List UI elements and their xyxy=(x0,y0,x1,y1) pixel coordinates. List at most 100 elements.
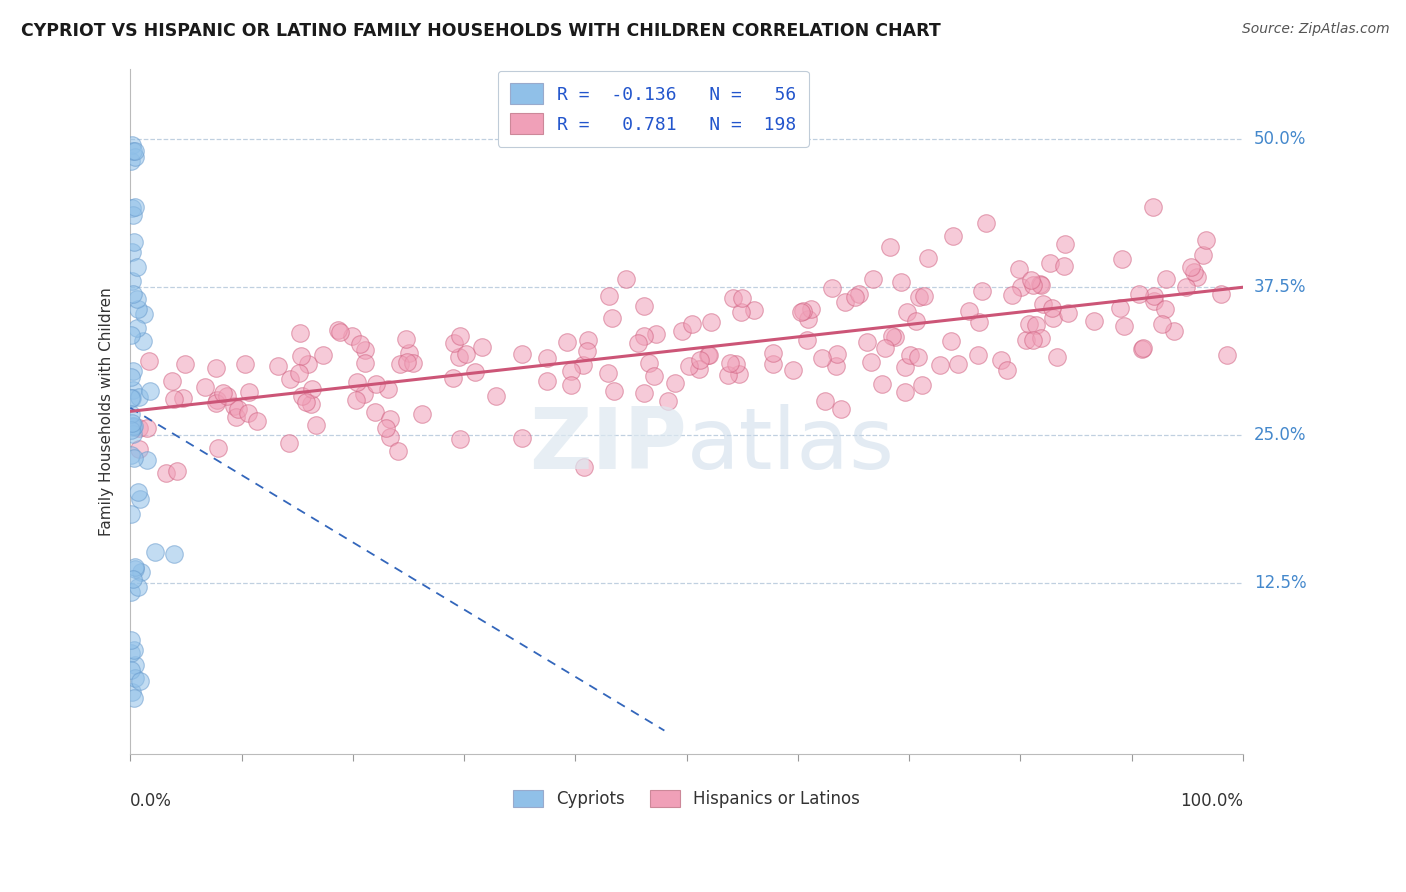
Point xyxy=(800,302,823,317)
Point xyxy=(1142,293,1164,308)
Point xyxy=(344,393,367,408)
Point xyxy=(120,328,142,343)
Point xyxy=(155,466,177,480)
Point xyxy=(717,368,740,382)
Point xyxy=(970,284,993,298)
Point xyxy=(127,320,149,334)
Point xyxy=(163,392,186,406)
Point xyxy=(890,275,912,289)
Point xyxy=(671,325,693,339)
Point xyxy=(398,346,420,360)
Point xyxy=(1211,286,1233,301)
Point xyxy=(122,691,145,706)
Point xyxy=(1153,302,1175,317)
Point xyxy=(1111,252,1133,266)
Point xyxy=(536,374,558,388)
Point xyxy=(326,323,349,337)
Point xyxy=(995,363,1018,377)
Point xyxy=(1015,333,1038,347)
Point xyxy=(700,315,723,329)
Point xyxy=(990,353,1012,368)
Point xyxy=(354,343,377,358)
Point xyxy=(394,332,416,346)
Point xyxy=(194,380,217,394)
Point xyxy=(120,663,142,677)
Point xyxy=(870,377,893,392)
Point xyxy=(1130,342,1153,356)
Y-axis label: Family Households with Children: Family Households with Children xyxy=(100,287,114,536)
Point xyxy=(226,401,249,416)
Point xyxy=(811,351,834,365)
Point xyxy=(1163,324,1185,338)
Point xyxy=(127,260,149,274)
Point xyxy=(121,208,143,222)
Point xyxy=(127,581,149,595)
Point xyxy=(1083,314,1105,328)
Point xyxy=(127,302,149,317)
Point xyxy=(1031,331,1053,345)
Point xyxy=(121,201,143,215)
Point xyxy=(128,420,150,434)
Point xyxy=(939,334,962,348)
Point xyxy=(120,369,142,384)
Point xyxy=(627,336,650,351)
Point xyxy=(697,347,720,361)
Point xyxy=(883,330,905,344)
Point xyxy=(138,384,160,398)
Point xyxy=(278,372,301,386)
Point xyxy=(143,545,166,559)
Point xyxy=(1152,317,1174,331)
Point xyxy=(380,430,402,444)
Point xyxy=(574,459,596,474)
Point xyxy=(912,289,935,303)
Point xyxy=(124,235,146,249)
Point xyxy=(1025,318,1047,332)
Point xyxy=(205,361,228,376)
Point xyxy=(1114,319,1136,334)
Point xyxy=(1029,277,1052,291)
Point xyxy=(471,340,494,354)
Point xyxy=(121,274,143,288)
Point xyxy=(277,435,299,450)
Point xyxy=(122,643,145,657)
Point xyxy=(128,491,150,506)
Point xyxy=(122,144,145,158)
Point xyxy=(879,240,901,254)
Point xyxy=(600,310,623,325)
Point xyxy=(124,562,146,576)
Point xyxy=(720,356,742,370)
Point xyxy=(353,356,375,370)
Point xyxy=(485,389,508,403)
Point xyxy=(297,358,319,372)
Point xyxy=(454,347,477,361)
Point xyxy=(120,646,142,660)
Point xyxy=(721,291,744,305)
Point xyxy=(349,336,371,351)
Text: atlas: atlas xyxy=(686,404,894,487)
Point xyxy=(388,357,411,371)
Point xyxy=(1042,310,1064,325)
Text: ZIP: ZIP xyxy=(529,404,686,487)
Text: 0.0%: 0.0% xyxy=(131,792,172,810)
Point xyxy=(305,417,328,432)
Point xyxy=(121,685,143,699)
Point xyxy=(1185,269,1208,284)
Point xyxy=(124,145,146,159)
Point xyxy=(875,341,897,355)
Point xyxy=(967,315,990,329)
Point xyxy=(689,352,711,367)
Point xyxy=(443,335,465,350)
Point xyxy=(174,357,197,371)
Point xyxy=(1180,260,1202,274)
Point xyxy=(135,421,157,435)
Point xyxy=(957,304,980,318)
Point xyxy=(122,420,145,434)
Text: 100.0%: 100.0% xyxy=(1180,792,1243,810)
Point xyxy=(122,287,145,301)
Point xyxy=(120,585,142,599)
Point xyxy=(364,405,387,419)
Point xyxy=(731,292,754,306)
Text: CYPRIOT VS HISPANIC OR LATINO FAMILY HOUSEHOLDS WITH CHILDREN CORRELATION CHART: CYPRIOT VS HISPANIC OR LATINO FAMILY HOU… xyxy=(21,22,941,40)
Point xyxy=(967,348,990,362)
Point xyxy=(917,252,939,266)
